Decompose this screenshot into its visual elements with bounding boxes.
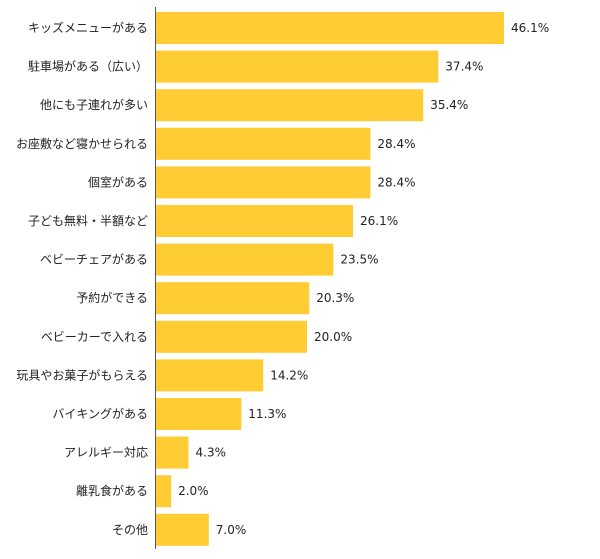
- category-label: 予約ができる: [76, 290, 148, 305]
- category-label: ベビーチェアがある: [40, 252, 148, 267]
- value-label: 20.3%: [316, 291, 354, 305]
- value-label: 20.0%: [314, 330, 352, 344]
- category-label: 子ども無料・半額など: [28, 213, 148, 228]
- bar: [156, 127, 371, 160]
- value-label: 2.0%: [178, 484, 209, 498]
- bar: [156, 243, 334, 276]
- bar: [156, 282, 310, 315]
- value-label: 4.3%: [196, 446, 227, 460]
- value-label: 46.1%: [511, 21, 549, 35]
- bar: [156, 359, 264, 392]
- category-label: 離乳食がある: [76, 483, 148, 498]
- value-label: 23.5%: [340, 253, 378, 267]
- category-label: ベビーカーで入れる: [41, 330, 148, 344]
- bar: [156, 513, 209, 546]
- category-label: アレルギー対応: [64, 446, 148, 460]
- category-label: 玩具やお菓子がもらえる: [16, 367, 148, 382]
- value-label: 37.4%: [445, 60, 483, 74]
- value-label: 11.3%: [248, 407, 286, 421]
- bar: [156, 166, 371, 199]
- bar: [156, 475, 172, 508]
- value-label: 7.0%: [216, 523, 247, 537]
- bars-group: [156, 12, 504, 546]
- value-label: 26.1%: [360, 214, 398, 228]
- category-label: キッズメニューがある: [28, 20, 148, 35]
- bar: [156, 12, 504, 44]
- value-label: 28.4%: [377, 137, 415, 151]
- category-label: 個室がある: [88, 174, 148, 189]
- bar: [156, 320, 307, 353]
- bar: [156, 398, 242, 430]
- value-label: 35.4%: [430, 98, 468, 112]
- value-label: 28.4%: [377, 175, 415, 189]
- category-label: 他にも子連れが多い: [40, 97, 148, 112]
- value-label: 14.2%: [270, 368, 308, 382]
- value-labels: 46.1% 37.4% 35.4% 28.4% 28.4% 26.1% 23.5% 20.3%…: [178, 21, 549, 537]
- category-label: お座敷など寝かせられる: [16, 136, 148, 151]
- bar: [156, 89, 424, 122]
- bar: [156, 205, 353, 237]
- category-label: バイキングがある: [52, 406, 148, 421]
- category-label: 駐車場がある（広い）: [28, 59, 148, 74]
- bar: [156, 50, 439, 83]
- bar: [156, 436, 189, 469]
- category-label: その他: [112, 523, 148, 537]
